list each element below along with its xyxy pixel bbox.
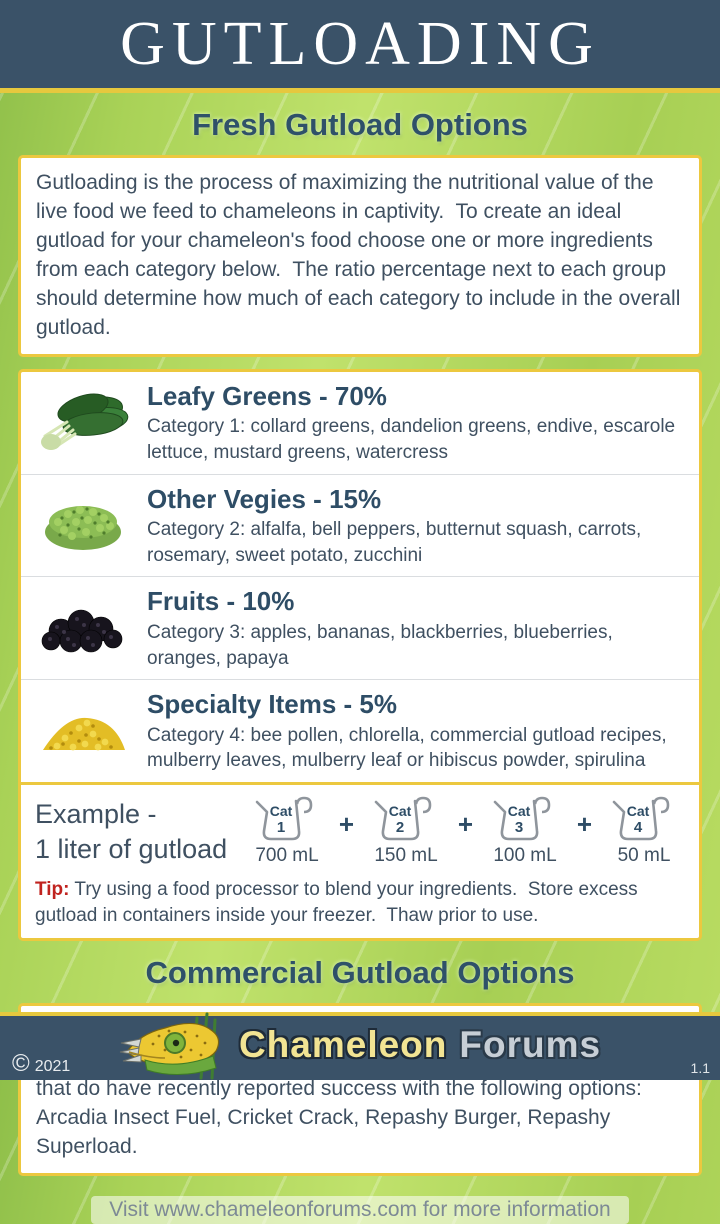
commercial-section-title: Commercial Gutload Options — [145, 955, 575, 991]
plus-sign: + — [457, 808, 474, 839]
copyright-notice: © 2021 — [12, 1052, 70, 1076]
example-label: Example - 1 liter of gutload — [35, 795, 250, 867]
bee-pollen-icon — [43, 717, 125, 751]
svg-text:Cat: Cat — [508, 803, 531, 819]
measuring-cups-row: Cat 1 700 mL + Cat 2 150 mL + — [250, 795, 685, 867]
svg-text:Cat: Cat — [389, 803, 412, 819]
sprouts-image — [29, 492, 137, 558]
example-label-line2: 1 liter of gutload — [35, 834, 228, 865]
logo-text: Chameleon Forums — [239, 1010, 601, 1080]
copyright-icon: © — [12, 1050, 30, 1077]
version-number: 1.1 — [690, 1060, 710, 1076]
category-row-other-vegies: Other Vegies - 15% Category 2: alfalfa, … — [21, 473, 699, 577]
example-section: Example - 1 liter of gutload Cat 1 700 m… — [21, 781, 699, 938]
category-description: Category 4: bee pollen, chlorella, comme… — [147, 724, 667, 772]
blackberries-icon — [41, 609, 123, 653]
svg-text:2: 2 — [396, 819, 404, 836]
measuring-cup-icon: Cat 2 — [374, 796, 432, 841]
chameleon-icon — [119, 1012, 220, 1080]
measuring-cup-cat2: Cat 2 150 mL — [369, 795, 443, 867]
measuring-cup-cat4: Cat 4 50 mL — [607, 795, 681, 867]
category-name: Other Vegies - 15% — [147, 483, 382, 514]
sprouts-icon — [45, 506, 121, 551]
tip-label: Tip: — [35, 879, 70, 901]
measuring-cup-cat1: Cat 1 700 mL — [250, 795, 324, 867]
intro-text: Gutloading is the process of maximizing … — [36, 171, 687, 339]
category-text-block: Other Vegies - 15% Category 2: alfalfa, … — [137, 483, 687, 569]
cup-amount: 100 mL — [493, 844, 557, 866]
logo-word-forums: Forums — [459, 1024, 602, 1065]
category-description: Category 1: collard greens, dandelion gr… — [147, 416, 676, 463]
category-row-leafy-greens: Leafy Greens - 70% Category 1: collard g… — [21, 372, 699, 474]
categories-panel: Leafy Greens - 70% Category 1: collard g… — [18, 368, 702, 942]
measuring-cup-cat3: Cat 3 100 mL — [488, 795, 562, 867]
fresh-section-title: Fresh Gutload Options — [192, 107, 528, 142]
leafy-greens-icon — [41, 393, 129, 450]
tip-body: Try using a food processor to blend your… — [35, 879, 643, 926]
category-row-fruits: Fruits - 10% Category 3: apples, bananas… — [21, 576, 699, 679]
logo-word-chameleon: Chameleon — [238, 1024, 448, 1065]
cup-amount: 150 mL — [374, 844, 438, 866]
measuring-cup-icon: Cat 3 — [493, 796, 551, 841]
tip-text: Tip: Try using a food processor to blend… — [35, 877, 685, 928]
category-text-block: Leafy Greens - 70% Category 1: collard g… — [137, 380, 687, 466]
svg-text:1: 1 — [277, 819, 285, 836]
category-text-block: Specialty Items - 5% Category 4: bee pol… — [137, 688, 687, 774]
example-label-line1: Example - — [35, 798, 157, 829]
chameleon-forums-logo: Chameleon Forums — [0, 1010, 720, 1080]
svg-text:4: 4 — [634, 819, 643, 836]
blackberries-image — [29, 597, 137, 659]
category-description: Category 3: apples, bananas, blackberrie… — [147, 621, 613, 669]
plus-sign: + — [576, 808, 593, 839]
category-description: Category 2: alfalfa, bell peppers, butte… — [147, 519, 642, 566]
category-row-specialty-items: Specialty Items - 5% Category 4: bee pol… — [21, 679, 699, 782]
cup-amount: 700 mL — [255, 844, 319, 866]
footer-banner: Chameleon Forums © 2021 1.1 — [0, 1012, 720, 1080]
category-name: Fruits - 10% — [147, 586, 295, 617]
bee-pollen-image — [29, 702, 137, 760]
intro-panel: Gutloading is the process of maximizing … — [18, 155, 702, 357]
plus-sign: + — [338, 808, 355, 839]
commercial-options-line: Arcadia Insect Fuel, Cricket Crack, Repa… — [36, 1106, 617, 1159]
copyright-year: 2021 — [34, 1057, 71, 1075]
visit-link-bar: Visit www.chameleonforums.com for more i… — [91, 1196, 629, 1224]
header-banner: GUTLOADING — [0, 0, 720, 93]
measuring-cup-icon: Cat 1 — [255, 796, 313, 841]
svg-text:Cat: Cat — [627, 803, 650, 819]
svg-text:Cat: Cat — [270, 803, 293, 819]
category-text-block: Fruits - 10% Category 3: apples, bananas… — [137, 585, 687, 671]
category-name: Specialty Items - 5% — [147, 689, 397, 720]
measuring-cup-icon: Cat 4 — [612, 796, 670, 841]
cup-amount: 50 mL — [617, 844, 671, 866]
collard-greens-image — [29, 390, 137, 456]
page-title: GUTLOADING — [120, 10, 600, 78]
svg-text:3: 3 — [515, 819, 523, 836]
category-name: Leafy Greens - 70% — [147, 380, 387, 411]
